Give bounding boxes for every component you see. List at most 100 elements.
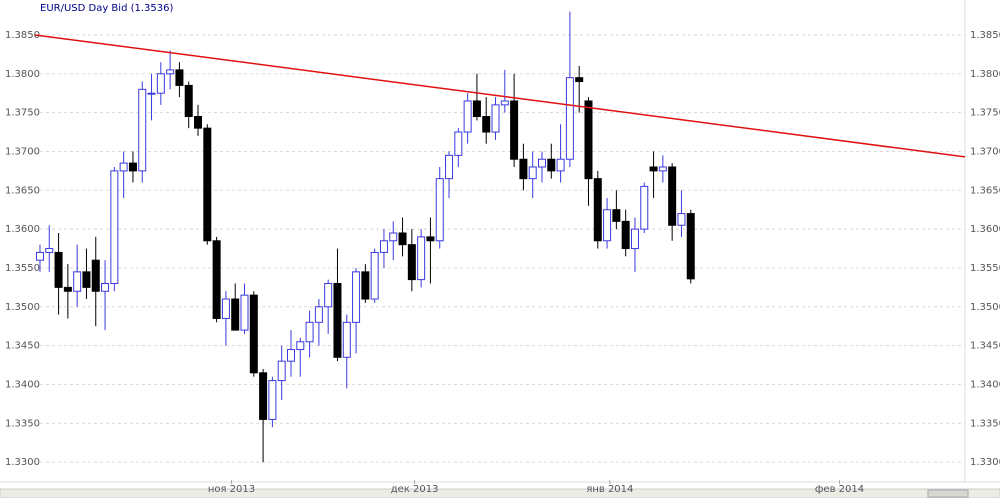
y-tick-label-right: 1.3600	[970, 224, 1000, 235]
candle-body	[528, 166, 537, 180]
candle-body	[658, 166, 667, 172]
candle-body	[54, 251, 63, 288]
candle-body	[389, 232, 398, 242]
candle-body	[398, 232, 407, 246]
y-tick-label-right: 1.3650	[970, 185, 1000, 196]
candle-body	[305, 321, 314, 343]
candle-body	[166, 69, 175, 75]
candle-body	[575, 77, 584, 83]
y-tick-label-right: 1.3500	[970, 302, 1000, 313]
candle-body	[91, 259, 100, 292]
candle-body	[138, 88, 147, 172]
candle-body	[231, 298, 240, 331]
candle-body	[677, 213, 686, 226]
candle-body	[361, 271, 370, 300]
candle-body	[156, 73, 165, 94]
candle-body	[668, 166, 677, 226]
candle-body	[445, 154, 454, 180]
candle-body	[584, 100, 593, 180]
candle-body	[352, 271, 361, 323]
candle-body	[35, 251, 44, 261]
candle-body	[73, 271, 82, 292]
candle-body	[435, 178, 444, 242]
candle-body	[482, 116, 491, 133]
candle-body	[147, 92, 156, 95]
candle-body	[370, 251, 379, 300]
candle-body	[277, 360, 286, 382]
y-tick-label-right: 1.3800	[970, 69, 1000, 80]
candle-body	[547, 158, 556, 172]
candle-body	[630, 228, 639, 250]
candle-body	[593, 178, 602, 242]
y-tick-label-right: 1.3850	[970, 30, 1000, 41]
candle-body	[101, 282, 110, 292]
candle-body	[463, 100, 472, 133]
candle-body	[454, 131, 463, 156]
candle-body	[240, 294, 249, 331]
candle-body	[45, 248, 54, 253]
candle-body	[603, 209, 612, 242]
candle-body	[379, 240, 388, 253]
candle-body	[194, 116, 203, 129]
y-tick-label: 1.3450	[5, 341, 40, 352]
y-tick-label-right: 1.3350	[970, 418, 1000, 429]
candle-body	[249, 294, 258, 374]
candle-body	[556, 158, 565, 172]
y-tick-label-right: 1.3400	[970, 379, 1000, 390]
candle-body	[519, 158, 528, 180]
x-tick-label: янв 2014	[586, 484, 633, 495]
y-tick-label-right: 1.3700	[970, 146, 1000, 157]
candle-body	[426, 236, 435, 242]
y-tick-label: 1.3750	[5, 108, 40, 119]
x-tick-label: фев 2014	[815, 484, 864, 495]
y-tick-label-right: 1.3450	[970, 341, 1000, 352]
candle-body	[286, 349, 295, 362]
y-tick-label: 1.3700	[5, 146, 40, 157]
candle-body	[640, 185, 649, 230]
trendline	[34, 34, 966, 158]
candle-body	[82, 271, 91, 288]
x-tick-label: дек 2013	[391, 484, 439, 495]
candle-body	[500, 100, 509, 106]
candle-body	[212, 240, 221, 319]
candle-body	[268, 380, 277, 420]
candle-body	[175, 69, 184, 86]
scrollbar-thumb[interactable]	[927, 489, 969, 498]
candle-body	[296, 341, 305, 351]
y-tick-label-right: 1.3550	[970, 263, 1000, 274]
candle-body	[510, 100, 519, 160]
candle-body	[184, 84, 193, 118]
y-tick-label: 1.3800	[5, 69, 40, 80]
candle-body	[491, 104, 500, 133]
candle-body	[221, 298, 230, 319]
scrollbar[interactable]	[0, 488, 1000, 498]
candle-body	[472, 100, 481, 118]
candle-body	[407, 244, 416, 281]
candle-body	[537, 158, 546, 168]
candle-body	[259, 372, 268, 420]
candle-body	[63, 286, 72, 292]
chart-title: EUR/USD Day Bid (1.3536)	[40, 3, 173, 14]
candle-body	[342, 321, 351, 358]
y-tick-label: 1.3350	[5, 418, 40, 429]
y-tick-label: 1.3500	[5, 302, 40, 313]
candle-body	[119, 162, 128, 172]
y-tick-label-right: 1.3300	[970, 457, 1000, 468]
candle-body	[649, 166, 658, 172]
y-tick-label: 1.3600	[5, 224, 40, 235]
candle-body	[686, 213, 695, 280]
y-tick-label: 1.3400	[5, 379, 40, 390]
candle-body	[110, 170, 119, 284]
candle-body	[621, 220, 630, 250]
y-tick-label: 1.3550	[5, 263, 40, 274]
candle-body	[314, 306, 323, 323]
candle-body	[417, 236, 426, 281]
candle-body	[333, 282, 342, 358]
candle-body	[203, 127, 212, 242]
y-tick-label: 1.3650	[5, 185, 40, 196]
y-tick-label: 1.3300	[5, 457, 40, 468]
y-tick-label-right: 1.3750	[970, 108, 1000, 119]
